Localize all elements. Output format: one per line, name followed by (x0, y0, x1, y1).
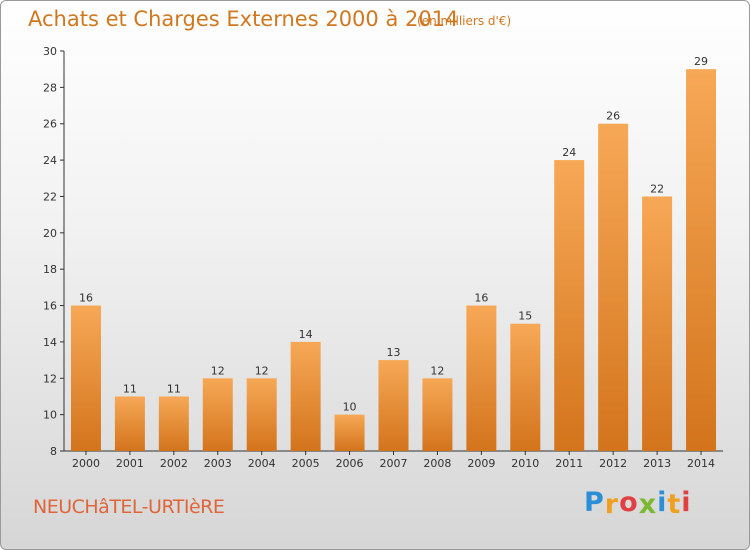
logo-letter: P (584, 487, 605, 518)
bar (422, 378, 453, 451)
x-tick-label: 2008 (423, 457, 451, 470)
bar-value-label: 26 (606, 110, 620, 123)
x-tick-label: 2014 (687, 457, 715, 470)
bar-value-label: 12 (430, 364, 444, 377)
x-tick-label: 2006 (336, 457, 364, 470)
x-tick-label: 2002 (160, 457, 188, 470)
y-tick-label: 30 (43, 45, 57, 58)
bar-value-label: 13 (387, 346, 401, 359)
logo-letter: i (681, 487, 692, 518)
logo-letter: i (657, 487, 668, 518)
x-tick-label: 2007 (380, 457, 408, 470)
bar (466, 305, 497, 451)
bar-value-label: 24 (562, 146, 576, 159)
logo-letter: r (604, 489, 620, 520)
y-tick-label: 8 (50, 445, 57, 458)
chart-title: Achats et Charges Externes 2000 à 2014 (28, 7, 459, 31)
y-tick-label: 12 (43, 372, 57, 385)
bar-value-label: 12 (255, 364, 269, 377)
bar (246, 378, 277, 451)
bar (510, 323, 541, 451)
logo-letter: t (667, 489, 682, 520)
y-tick-label: 10 (43, 409, 57, 422)
bar-value-label: 10 (343, 401, 357, 414)
bar-value-label: 16 (474, 292, 488, 305)
bar (158, 396, 189, 451)
y-tick-label: 24 (43, 154, 57, 167)
bar-value-label: 14 (299, 328, 313, 341)
bar (378, 360, 409, 451)
bar (114, 396, 145, 451)
bar (686, 69, 717, 451)
proxiti-logo: Proxiti (584, 487, 692, 520)
bar (202, 378, 233, 451)
bar-value-label: 29 (694, 55, 708, 68)
bar-value-label: 12 (211, 364, 225, 377)
bar (70, 305, 101, 451)
bar (290, 341, 321, 451)
x-tick-label: 2012 (599, 457, 627, 470)
bar (554, 160, 585, 451)
x-tick-label: 2000 (72, 457, 100, 470)
bar (642, 196, 673, 451)
bar-value-label: 16 (79, 292, 93, 305)
x-tick-label: 2003 (204, 457, 232, 470)
chart-subtitle: (en milliers d'€) (417, 14, 512, 28)
logo-letter: x (638, 489, 658, 520)
logo-letter: o (619, 487, 639, 518)
x-tick-label: 2009 (467, 457, 495, 470)
bar-value-label: 22 (650, 182, 664, 195)
x-tick-label: 2004 (248, 457, 276, 470)
bar-value-label: 11 (123, 382, 137, 395)
y-tick-label: 14 (43, 336, 57, 349)
x-tick-label: 2005 (292, 457, 320, 470)
y-tick-label: 22 (43, 190, 57, 203)
y-tick-label: 18 (43, 263, 57, 276)
x-tick-label: 2010 (511, 457, 539, 470)
y-tick-label: 16 (43, 300, 57, 313)
bar (598, 123, 629, 452)
y-tick-label: 20 (43, 227, 57, 240)
y-tick-label: 26 (43, 118, 57, 131)
y-tick-label: 28 (43, 81, 57, 94)
x-tick-label: 2001 (116, 457, 144, 470)
bar (334, 414, 365, 451)
commune-name: NEUCHâTEL-URTIèRE (33, 496, 225, 518)
x-tick-label: 2013 (643, 457, 671, 470)
bar-value-label: 15 (518, 310, 532, 323)
bar-value-label: 11 (167, 382, 181, 395)
x-tick-label: 2011 (555, 457, 583, 470)
